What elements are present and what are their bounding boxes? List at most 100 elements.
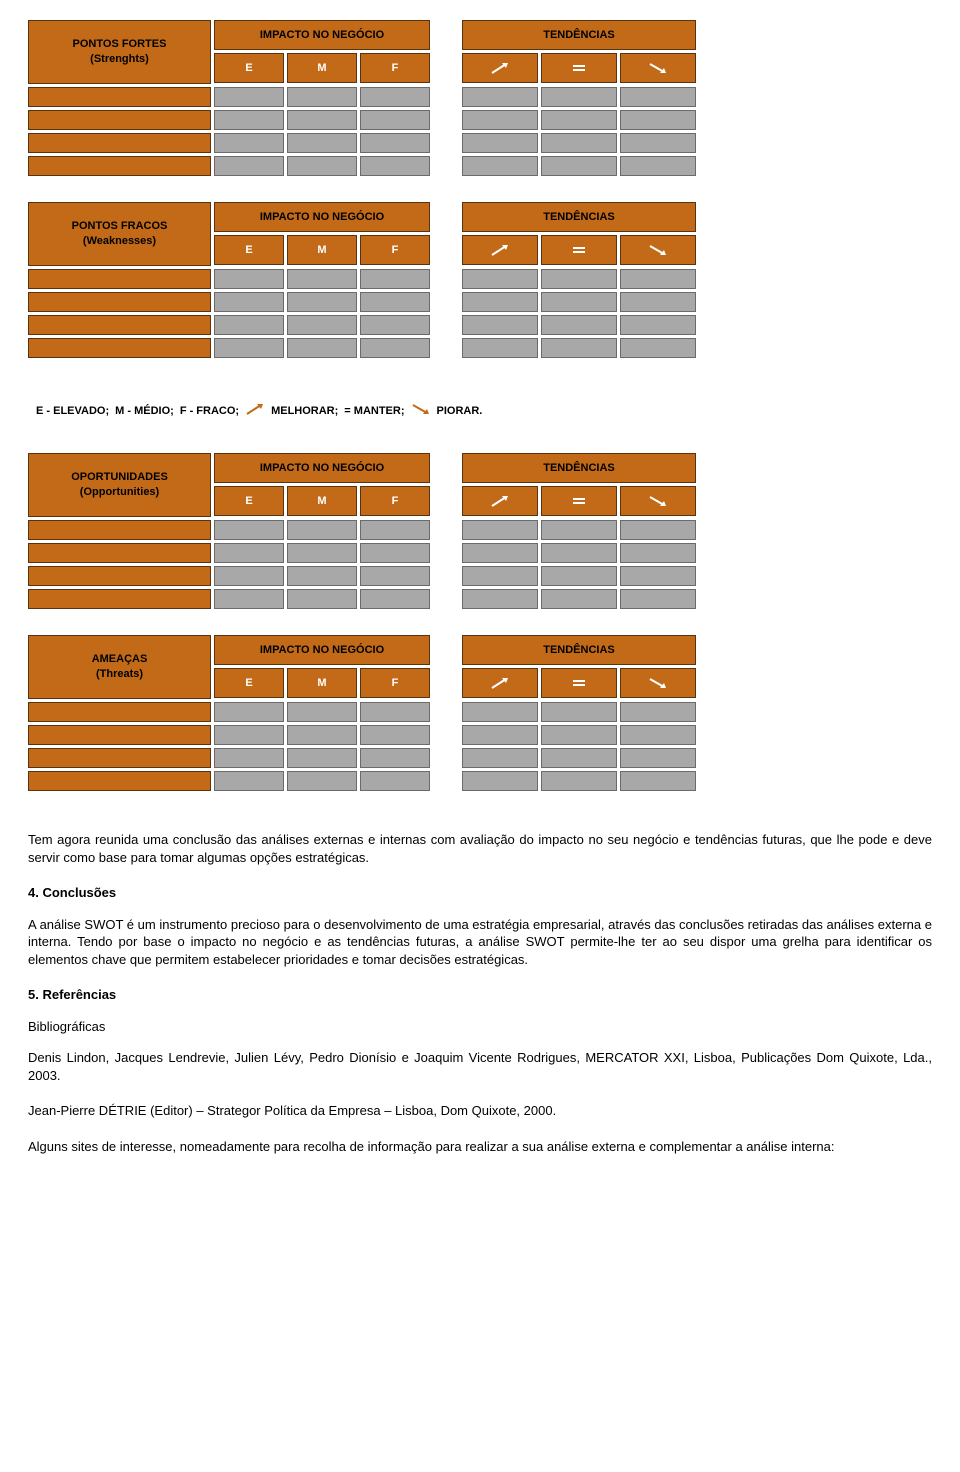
trend-sub-arrow-up-icon: [462, 668, 538, 698]
swot-data-row: [28, 87, 932, 107]
trend-sub-arrow-down-icon: [620, 668, 696, 698]
trend-cell: [462, 702, 538, 722]
impact-cell: [214, 133, 284, 153]
swot-block-3: AMEAÇAS(Threats)IMPACTO NO NEGÓCIOEMFTEN…: [28, 635, 932, 791]
trend-sub-arrow-down-icon: [620, 53, 696, 83]
trend-cell: [541, 338, 617, 358]
trend-cell: [541, 133, 617, 153]
reference-2: Jean-Pierre DÉTRIE (Editor) – Strategor …: [28, 1102, 932, 1120]
swot-block-0: PONTOS FORTES(Strenghts)IMPACTO NO NEGÓC…: [28, 20, 932, 176]
impact-sub-F: F: [360, 668, 430, 698]
trend-cell: [620, 748, 696, 768]
swot-data-row: [28, 269, 932, 289]
impact-cell: [287, 771, 357, 791]
impact-cell: [360, 771, 430, 791]
legend-m: M - MÉDIO;: [115, 405, 174, 417]
trend-cell: [541, 87, 617, 107]
impact-cell: [360, 156, 430, 176]
trend-cell: [462, 520, 538, 540]
heading-referencias: 5. Referências: [28, 986, 932, 1004]
trend-cell: [620, 725, 696, 745]
trend-cell: [541, 269, 617, 289]
arrow-up-icon: [245, 402, 265, 419]
arrow-down-icon: [411, 402, 431, 419]
swot-row-label: [28, 87, 211, 107]
trend-cell: [541, 771, 617, 791]
impact-cell: [287, 156, 357, 176]
trends-header: TENDÊNCIAS: [462, 453, 696, 483]
trend-cell: [462, 269, 538, 289]
swot-data-row: [28, 589, 932, 609]
trend-sub-arrow-down-icon: [620, 235, 696, 265]
impact-header: IMPACTO NO NEGÓCIO: [214, 20, 430, 50]
swot-block-1: PONTOS FRACOS(Weaknesses)IMPACTO NO NEGÓ…: [28, 202, 932, 358]
impact-cell: [287, 520, 357, 540]
impact-sub-E: E: [214, 486, 284, 516]
trend-cell: [462, 338, 538, 358]
trend-cell: [541, 110, 617, 130]
swot-row-label: [28, 292, 211, 312]
impact-cell: [287, 725, 357, 745]
swot-label-sub: (Opportunities): [80, 485, 159, 500]
impact-cell: [214, 87, 284, 107]
impact-cell: [360, 748, 430, 768]
swot-data-row: [28, 156, 932, 176]
swot-label-title: PONTOS FRACOS: [72, 219, 168, 234]
impact-cell: [214, 315, 284, 335]
trend-cell: [541, 156, 617, 176]
trend-cell: [541, 725, 617, 745]
impact-cell: [214, 520, 284, 540]
impact-cell: [214, 156, 284, 176]
impact-cell: [287, 589, 357, 609]
trend-cell: [462, 87, 538, 107]
impact-cell: [360, 566, 430, 586]
swot-data-row: [28, 771, 932, 791]
trend-cell: [462, 110, 538, 130]
trend-cell: [620, 133, 696, 153]
trend-cell: [620, 110, 696, 130]
trend-cell: [620, 315, 696, 335]
swot-row-label: [28, 315, 211, 335]
trend-cell: [541, 702, 617, 722]
impact-cell: [360, 269, 430, 289]
impact-cell: [360, 133, 430, 153]
trends-header: TENDÊNCIAS: [462, 20, 696, 50]
impact-cell: [214, 269, 284, 289]
swot-row-label: [28, 156, 211, 176]
trends-header: TENDÊNCIAS: [462, 202, 696, 232]
trend-cell: [541, 589, 617, 609]
impact-cell: [287, 292, 357, 312]
swot-data-row: [28, 725, 932, 745]
swot-data-row: [28, 702, 932, 722]
swot-row-label: [28, 269, 211, 289]
subhead-bibliograficas: Bibliográficas: [28, 1018, 932, 1036]
impact-cell: [360, 87, 430, 107]
swot-label-title: AMEAÇAS: [92, 652, 148, 667]
swot-data-row: [28, 110, 932, 130]
trend-sub-arrow-up-icon: [462, 235, 538, 265]
legend-down: PIORAR.: [437, 405, 483, 417]
trend-cell: [462, 543, 538, 563]
swot-data-row: [28, 520, 932, 540]
impact-header: IMPACTO NO NEGÓCIO: [214, 635, 430, 665]
swot-row-label: [28, 338, 211, 358]
trend-sub-arrow-down-icon: [620, 486, 696, 516]
impact-cell: [214, 110, 284, 130]
impact-cell: [287, 702, 357, 722]
impact-sub-M: M: [287, 486, 357, 516]
legend-eq: = MANTER;: [344, 405, 404, 417]
impact-sub-E: E: [214, 668, 284, 698]
swot-row-label: [28, 702, 211, 722]
impact-cell: [214, 338, 284, 358]
swot-data-row: [28, 315, 932, 335]
swot-block-2: OPORTUNIDADES(Opportunities)IMPACTO NO N…: [28, 453, 932, 609]
trend-cell: [462, 315, 538, 335]
impact-sub-F: F: [360, 486, 430, 516]
legend: E - ELEVADO; M - MÉDIO; F - FRACO; MELHO…: [36, 402, 932, 419]
trend-cell: [462, 589, 538, 609]
trend-sub-arrow-up-icon: [462, 53, 538, 83]
impact-cell: [360, 338, 430, 358]
swot-data-row: [28, 566, 932, 586]
swot-row-label: [28, 520, 211, 540]
trend-cell: [462, 771, 538, 791]
